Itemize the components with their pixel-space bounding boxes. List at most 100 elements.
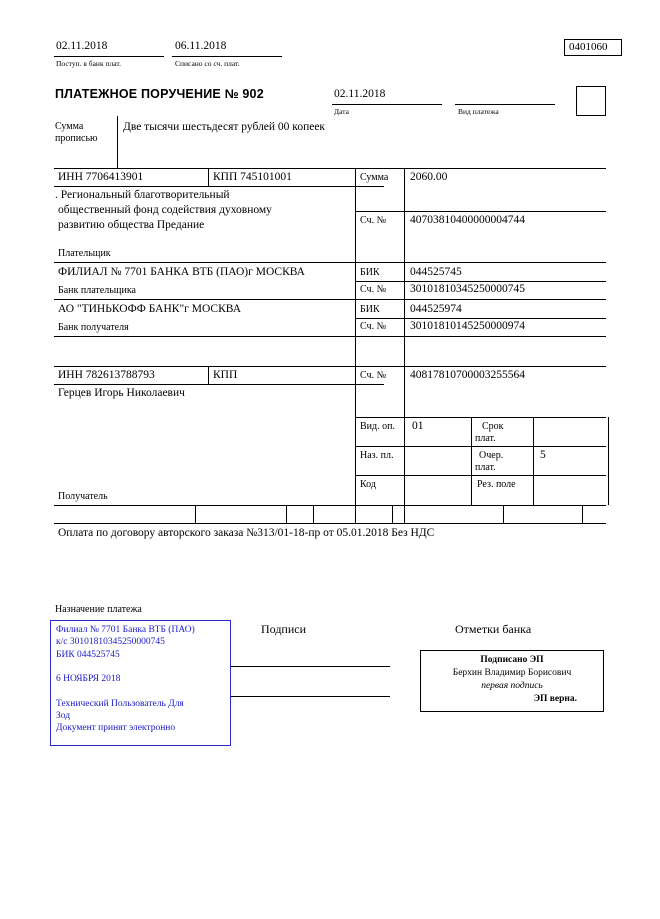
col-label-right-border bbox=[404, 168, 405, 523]
amount-words-label-line2: прописью bbox=[55, 133, 98, 144]
vid-op-label: Вид. оп. bbox=[360, 421, 395, 432]
payer-bank-name: ФИЛИАЛ № 7701 БАНКА ВТБ (ПАО)г МОСКВА bbox=[58, 266, 305, 278]
payment-purpose-caption: Назначение платежа bbox=[55, 604, 142, 615]
rule-ocher-bottom bbox=[471, 475, 533, 476]
stamp-spacer-2 bbox=[56, 686, 226, 698]
form-code-value: 0401060 bbox=[569, 41, 608, 53]
payee-account-value: 40817810700003255564 bbox=[410, 369, 525, 381]
ocher-plat-label-line2: плат. bbox=[475, 462, 496, 473]
payer-bank-caption: Банк плательщика bbox=[58, 285, 136, 296]
rule-payee-bank-bik-bottom bbox=[355, 318, 606, 319]
signature-line-1 bbox=[231, 666, 390, 667]
rule-tax-fields-bottom bbox=[54, 523, 606, 524]
received-date-value: 02.11.2018 bbox=[56, 40, 108, 52]
payer-name-line1: . Региональный благотворительный bbox=[55, 189, 230, 201]
payer-kpp: КПП 745101001 bbox=[213, 171, 292, 184]
date-rule bbox=[332, 104, 442, 105]
payee-name: Герцев Игорь Николаевич bbox=[58, 387, 185, 399]
rule-payer-inn-bottom bbox=[54, 186, 384, 187]
payee-kpp-label: КПП bbox=[213, 369, 238, 381]
payer-inn: ИНН 7706413901 bbox=[58, 171, 143, 184]
signatures-caption: Подписи bbox=[261, 622, 307, 636]
payee-inn-kpp-divider bbox=[208, 366, 209, 384]
tax-field-tick-2 bbox=[286, 506, 287, 523]
payer-kpp-value: 745101001 bbox=[240, 171, 292, 183]
tax-field-tick-4 bbox=[392, 506, 393, 523]
stamp-line-1: Филиал № 7701 Банка ВТБ (ПАО) bbox=[56, 625, 195, 635]
payee-inn-value: 782613788793 bbox=[85, 369, 155, 381]
bank-stamp-line-1: Подписано ЭП bbox=[480, 655, 544, 665]
page-title: ПЛАТЕЖНОЕ ПОРУЧЕНИЕ № 902 bbox=[55, 87, 264, 101]
rule-sum-bottom bbox=[355, 211, 606, 212]
written-off-date-label: Списано со сч. плат. bbox=[175, 59, 240, 68]
payee-inn: ИНН 782613788793 bbox=[58, 369, 155, 382]
rule-payee-bottom bbox=[54, 505, 606, 506]
operation-right-border bbox=[608, 417, 609, 505]
date-value: 02.11.2018 bbox=[334, 88, 386, 100]
payee-bank-name: АО "ТИНЬКОФФ БАНК"г МОСКВА bbox=[58, 303, 242, 315]
bank-stamp-line-3: первая подпись bbox=[481, 681, 543, 691]
payee-bank-account-label: Сч. № bbox=[360, 321, 387, 332]
payment-kind-label: Вид платежа bbox=[458, 107, 499, 116]
stamp-line-7: Документ принят электронно bbox=[56, 723, 176, 734]
stamp-line-4: 6 НОЯБРЯ 2018 bbox=[56, 674, 121, 685]
payment-kind-rule bbox=[455, 104, 555, 105]
sum-label: Сумма bbox=[360, 172, 389, 183]
rule-payee-inn-top bbox=[54, 366, 606, 367]
payer-inn-value: 7706413901 bbox=[85, 171, 144, 183]
electronic-signature-stamp: Филиал № 7701 Банка ВТБ (ПАО) к/с 301018… bbox=[50, 620, 231, 746]
naz-pl-label: Наз. пл. bbox=[360, 450, 394, 461]
ocher-plat-label-line1: Очер. bbox=[479, 450, 504, 461]
operation-sublabel-left-border bbox=[471, 417, 472, 505]
payer-account-label: Сч. № bbox=[360, 215, 387, 226]
rule-payer-bank-bik-bottom bbox=[355, 281, 606, 282]
kod-label: Код bbox=[360, 479, 376, 490]
tax-field-tick-1 bbox=[195, 506, 196, 523]
srok-plat-label-line2: плат. bbox=[475, 433, 496, 444]
amount-words-label-line1: Сумма bbox=[55, 121, 84, 132]
payer-name-line2: общественный фонд содействия духовному bbox=[58, 204, 272, 216]
written-off-date-value: 06.11.2018 bbox=[175, 40, 227, 52]
vid-op-value: 01 bbox=[412, 420, 424, 432]
signature-line-2 bbox=[231, 696, 390, 697]
rule-payee-bank-bottom bbox=[54, 336, 606, 337]
payer-inn-kpp-divider bbox=[208, 168, 209, 186]
payer-kpp-label: КПП bbox=[213, 171, 238, 183]
tax-field-tick-3 bbox=[313, 506, 314, 523]
stamp-spacer-1 bbox=[56, 661, 226, 673]
form-code-box: 0401060 bbox=[564, 39, 622, 56]
payee-account-label: Сч. № bbox=[360, 370, 387, 381]
stamp-line-2: к/с 30101810345250000745 bbox=[56, 637, 165, 648]
ocher-plat-value: 5 bbox=[540, 449, 546, 461]
bank-signature-stamp: Подписано ЭП Берхин Владимир Борисович п… bbox=[420, 650, 604, 712]
bank-marks-caption: Отметки банка bbox=[455, 622, 532, 636]
payer-account-value: 40703810400000004744 bbox=[410, 214, 525, 226]
date-label: Дата bbox=[334, 107, 349, 116]
rule-srok-bottom bbox=[471, 446, 533, 447]
payer-bank-bik-label: БИК bbox=[360, 267, 380, 278]
payee-bank-caption: Банк получателя bbox=[58, 322, 129, 333]
stamp-line-3: БИК 044525745 bbox=[56, 649, 120, 660]
tax-field-tick-6 bbox=[582, 506, 583, 523]
payer-bank-account-value: 30101810345250000745 bbox=[410, 283, 525, 295]
payer-bank-bik-value: 044525745 bbox=[410, 266, 462, 278]
payment-kind-box bbox=[576, 86, 606, 116]
rule-payer-bottom bbox=[54, 262, 606, 263]
payee-bank-bik-value: 044525974 bbox=[410, 303, 462, 315]
amount-in-words: Две тысячи шестьдесят рублей 00 копеек bbox=[123, 121, 326, 133]
sum-value: 2060.00 bbox=[410, 171, 448, 183]
rule-payer-bank-bottom bbox=[54, 299, 606, 300]
received-date-rule bbox=[54, 56, 164, 57]
col-label-left-border bbox=[355, 168, 356, 523]
payee-bank-account-value: 30101810145250000974 bbox=[410, 320, 525, 332]
rule-operation-top bbox=[355, 417, 606, 418]
payment-purpose-text: Оплата по договору авторского заказа №31… bbox=[58, 527, 435, 539]
stamp-line-6: Зод bbox=[56, 711, 71, 722]
payee-kpp: КПП bbox=[213, 369, 237, 382]
payer-name-line3: развитию общества Предание bbox=[58, 219, 205, 231]
payer-bank-account-label: Сч. № bbox=[360, 284, 387, 295]
stamp-line-5: Технический Пользователь Для bbox=[56, 698, 184, 709]
payee-caption: Получатель bbox=[58, 491, 108, 502]
tax-field-tick-5 bbox=[503, 506, 504, 523]
